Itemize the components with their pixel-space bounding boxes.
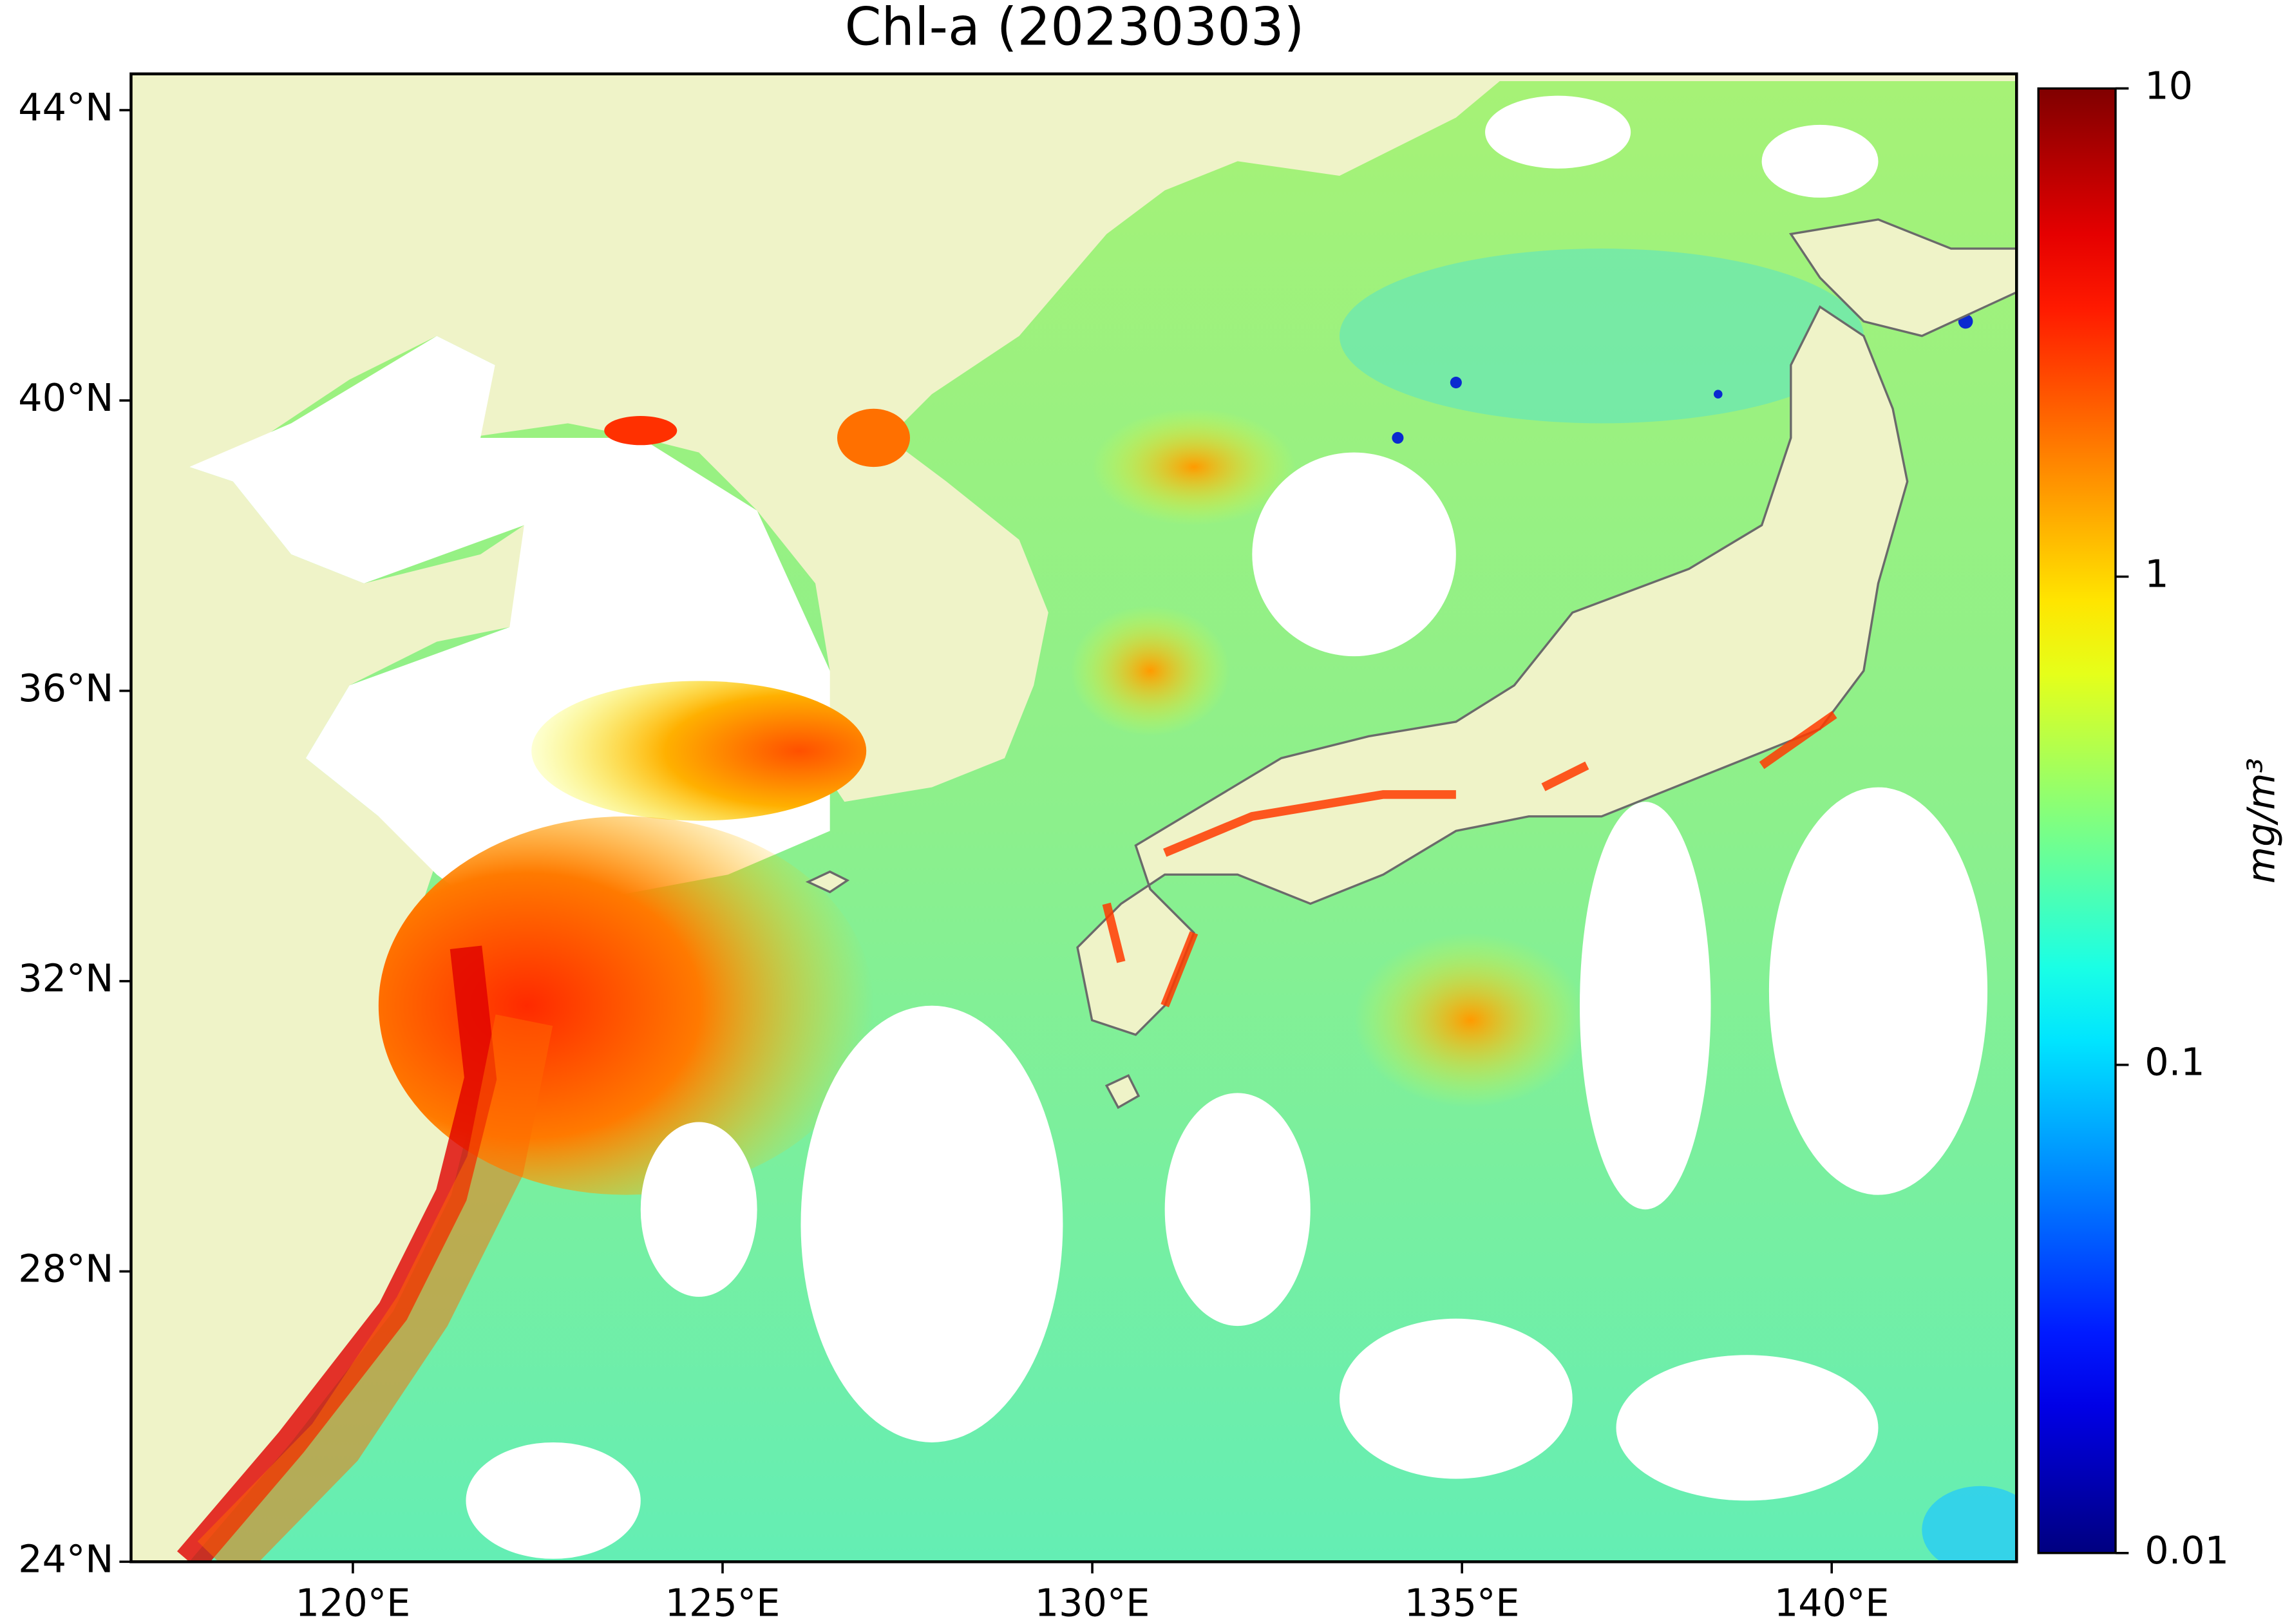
- colorbar-tick-label: 1: [2145, 552, 2168, 596]
- colorbar: [2037, 87, 2117, 1554]
- low-chl: [1922, 1486, 2017, 1562]
- bloom: [531, 681, 867, 821]
- bloom: [837, 408, 911, 467]
- bloom: [1092, 408, 1296, 525]
- bloom: [1354, 932, 1587, 1108]
- colorbar-tick-label: 0.1: [2145, 1040, 2204, 1084]
- x-tick-label: 130°E: [1035, 1580, 1150, 1624]
- low-chl: [1339, 249, 1864, 424]
- y-tick-label: 28°N: [18, 1247, 113, 1291]
- map-image: [131, 73, 2017, 1562]
- y-tick-label: 44°N: [18, 85, 113, 129]
- x-tick-label: 120°E: [296, 1580, 411, 1624]
- y-tick-label: 36°N: [18, 666, 113, 710]
- colorbar-tick-label: 10: [2145, 63, 2193, 108]
- plot-frame: [129, 72, 2018, 1563]
- colorbar-label: mg/m³: [2239, 758, 2283, 883]
- coastal-bloom: [197, 1014, 553, 1562]
- clouds: [466, 95, 1988, 1559]
- y-tick-label: 24°N: [18, 1536, 113, 1581]
- colorbar-tick-label: 0.01: [2145, 1528, 2229, 1572]
- x-tick-label: 125°E: [665, 1580, 781, 1624]
- x-tick-label: 135°E: [1405, 1580, 1520, 1624]
- y-tick-label: 32°N: [18, 956, 113, 1001]
- bloom: [604, 416, 677, 446]
- y-tick-label: 40°N: [18, 375, 113, 420]
- coastal-bloom: [1102, 710, 1837, 1008]
- chart-title: Chl-a (20230303): [845, 0, 1305, 57]
- x-tick-label: 140°E: [1774, 1580, 1890, 1624]
- bloom: [1070, 605, 1231, 737]
